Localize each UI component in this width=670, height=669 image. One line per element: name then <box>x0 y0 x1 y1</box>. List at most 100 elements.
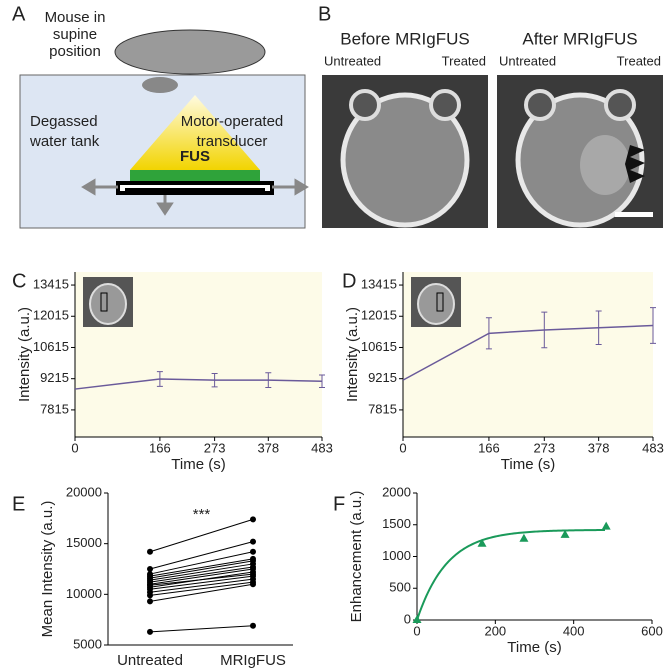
y-tick-label: 13415 <box>361 276 397 291</box>
error-bar <box>541 311 548 349</box>
data-point <box>519 533 529 542</box>
diagram-label: Mouse in <box>45 9 106 26</box>
image-title: Before MRIgFUS <box>340 29 469 48</box>
pair-line <box>149 581 254 596</box>
mouse <box>114 29 266 75</box>
pair-point <box>147 598 153 605</box>
x-tick-label: 378 <box>257 440 279 455</box>
fus-label: FUS <box>180 148 210 165</box>
pair-point <box>250 516 256 523</box>
image-label: Untreated <box>324 53 381 68</box>
image-label: Treated <box>442 53 486 68</box>
y-tick-label: 500 <box>389 580 411 595</box>
x-tick-label: 0 <box>71 440 78 455</box>
error-bar <box>319 374 325 388</box>
y-axis-label: Intensity (a.u.) <box>16 307 33 402</box>
x-tick-label: 0 <box>399 440 406 455</box>
panel-label: B <box>318 3 331 25</box>
ultrasound-cone <box>130 95 260 170</box>
data-point <box>601 521 611 530</box>
pair-point <box>250 538 256 545</box>
error-bar <box>211 372 218 388</box>
error-bar <box>156 371 163 387</box>
y-tick-label: 2000 <box>382 484 411 499</box>
x-tick-label: 166 <box>149 440 171 455</box>
diagram-label: Motor-operated <box>181 113 284 130</box>
pair-line <box>149 518 254 553</box>
diagram-label: transducer <box>197 133 268 150</box>
image-label: Untreated <box>499 53 556 68</box>
pair-point <box>250 555 256 562</box>
y-tick-label: 0 <box>404 611 411 626</box>
y-tick-label: 15000 <box>66 535 102 550</box>
pair-line <box>149 575 254 590</box>
x-tick-label: 273 <box>204 440 226 455</box>
panel-label: F <box>333 493 345 515</box>
y-tick-label: 7815 <box>40 401 69 416</box>
error-bar <box>485 317 492 350</box>
data-point <box>560 529 570 538</box>
error-bar <box>265 372 272 388</box>
x-tick-label: Untreated <box>117 652 183 669</box>
y-tick-label: 9215 <box>40 370 69 385</box>
y-axis-label: Intensity (a.u.) <box>344 307 361 402</box>
y-axis-label: Mean Intensity (a.u.) <box>39 501 56 638</box>
x-tick-label: 400 <box>563 623 585 638</box>
inset-image <box>411 277 461 327</box>
pair-line <box>149 568 254 585</box>
panel-label: A <box>12 3 26 25</box>
error-bar <box>650 307 656 344</box>
x-tick-label: 0 <box>413 623 420 638</box>
y-tick-label: 5000 <box>73 636 102 651</box>
mri-image <box>497 75 663 228</box>
pair-line <box>149 583 254 602</box>
y-tick-label: 12015 <box>33 308 69 323</box>
pair-point <box>250 571 256 578</box>
pair-line <box>149 573 254 586</box>
y-tick-label: 10000 <box>66 586 102 601</box>
y-tick-label: 9215 <box>368 370 397 385</box>
mri-image <box>322 75 488 228</box>
pair-point <box>147 628 153 635</box>
diagram-label: Degassed <box>30 113 98 130</box>
pair-point <box>147 548 153 555</box>
transducer <box>116 181 274 195</box>
x-tick-label: 378 <box>588 440 610 455</box>
x-tick-label: 483 <box>311 440 333 455</box>
mouse-head <box>142 77 178 93</box>
y-tick-label: 12015 <box>361 308 397 323</box>
data-point <box>412 615 422 623</box>
annotation: *** <box>193 506 211 523</box>
pair-line <box>149 563 254 581</box>
diagram-label: position <box>49 43 101 60</box>
pair-line <box>149 541 254 570</box>
error-bar <box>595 310 602 345</box>
x-axis-label: Time (s) <box>507 639 561 656</box>
panel-label: E <box>12 493 25 515</box>
panel-label: C <box>12 270 26 292</box>
pair-point <box>147 571 153 578</box>
pair-line <box>149 625 254 633</box>
diagram-label: supine <box>53 26 97 43</box>
y-tick-label: 1000 <box>382 548 411 563</box>
y-tick-label: 10615 <box>33 339 69 354</box>
x-tick-label: 483 <box>642 440 664 455</box>
fit-curve <box>416 529 606 621</box>
y-tick-label: 7815 <box>368 401 397 416</box>
pair-line <box>149 560 254 579</box>
motion-arrows <box>81 178 309 216</box>
y-tick-label: 20000 <box>66 484 102 499</box>
y-tick-label: 10615 <box>361 339 397 354</box>
data-point <box>477 538 487 547</box>
pair-line <box>149 566 254 583</box>
y-tick-label: 13415 <box>33 276 69 291</box>
x-axis-label: Time (s) <box>171 456 225 473</box>
pair-line <box>149 551 254 575</box>
x-tick-label: 166 <box>478 440 500 455</box>
x-tick-label: 273 <box>533 440 555 455</box>
pair-line <box>149 578 254 593</box>
diagram-label: water tank <box>29 133 100 150</box>
pair-point <box>147 566 153 572</box>
x-tick-label: 200 <box>484 623 506 638</box>
